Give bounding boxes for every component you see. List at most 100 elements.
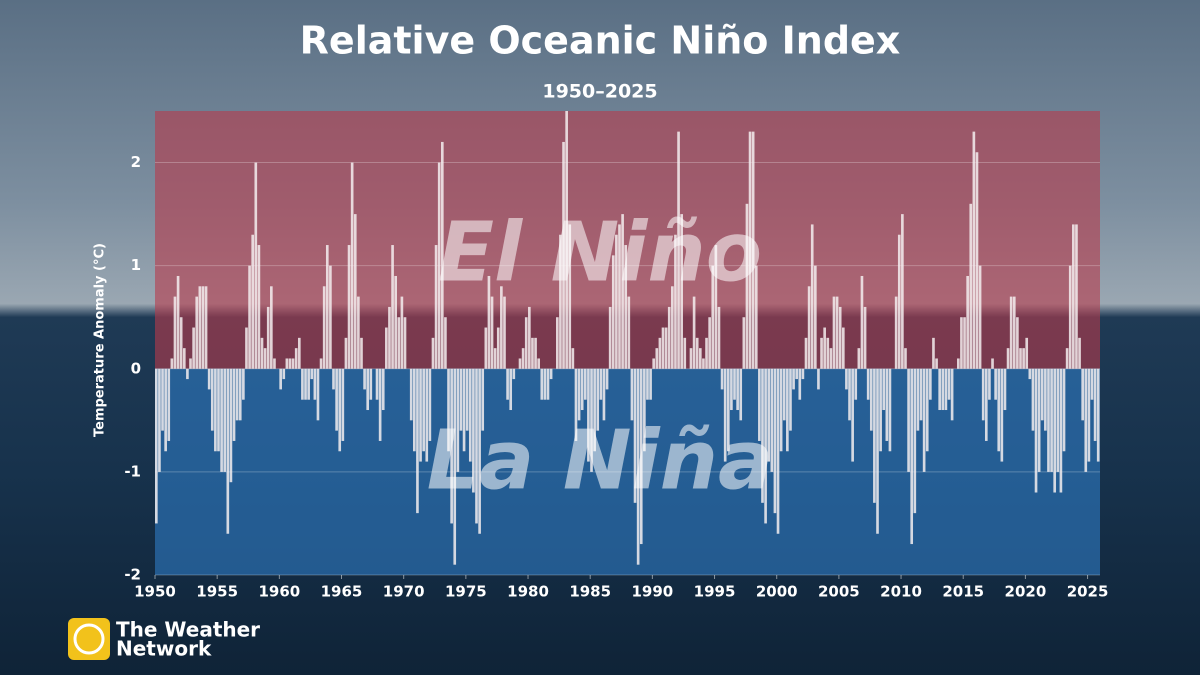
bar	[984, 368, 988, 441]
bar	[347, 245, 351, 369]
logo: The Weather Network	[68, 618, 260, 661]
bar	[639, 368, 643, 545]
bar	[341, 368, 345, 441]
bar	[288, 358, 292, 369]
bar	[577, 368, 581, 421]
bar	[524, 317, 528, 369]
bar	[381, 368, 385, 411]
bar	[826, 337, 830, 369]
bar	[232, 368, 236, 441]
bar	[192, 327, 195, 369]
bar	[838, 306, 842, 369]
bar	[546, 368, 550, 400]
bar	[490, 296, 494, 369]
bar	[229, 368, 233, 483]
bar	[711, 265, 715, 369]
bar	[913, 368, 917, 514]
bar	[1078, 337, 1081, 369]
bar	[1044, 368, 1047, 431]
bar	[988, 368, 991, 400]
bar	[624, 245, 628, 369]
bar	[254, 162, 258, 369]
bar	[664, 327, 668, 369]
bar	[468, 368, 472, 462]
bar	[263, 348, 267, 369]
bar	[810, 224, 814, 369]
bar	[714, 245, 718, 369]
bar	[717, 306, 721, 369]
bar	[857, 348, 861, 369]
bar	[807, 286, 811, 369]
x-tick-label: 2025	[1067, 583, 1109, 601]
bar	[1087, 368, 1091, 462]
bar	[689, 348, 693, 369]
bar	[869, 368, 873, 431]
bar	[972, 131, 976, 369]
bar	[403, 317, 407, 369]
bar	[667, 306, 671, 369]
bar	[671, 286, 674, 369]
bar	[528, 306, 531, 369]
bar	[360, 337, 363, 369]
bar	[456, 368, 460, 472]
bar	[1072, 224, 1075, 369]
bar	[978, 265, 982, 369]
bar	[739, 368, 743, 421]
bar	[652, 358, 656, 369]
bar	[565, 111, 568, 369]
bar	[416, 368, 419, 514]
x-tick-label: 2020	[1005, 583, 1047, 601]
y-tick-label: 2	[131, 153, 141, 171]
bar	[422, 368, 425, 452]
bar	[969, 203, 973, 369]
bar	[873, 368, 876, 503]
bar	[1056, 368, 1060, 472]
x-tick-label: 2005	[818, 583, 860, 601]
logo-text: Network	[116, 637, 212, 661]
bar	[776, 368, 780, 534]
bar	[176, 275, 180, 369]
bar	[798, 368, 802, 400]
bar	[207, 368, 211, 390]
bar	[170, 358, 174, 369]
bar	[960, 317, 963, 369]
bar	[301, 368, 304, 400]
x-tick-label: 1980	[507, 583, 549, 601]
bar	[1012, 296, 1016, 369]
bar	[475, 368, 478, 524]
bar	[226, 368, 230, 534]
bar	[817, 368, 820, 390]
x-tick-label: 1975	[445, 583, 487, 601]
bar	[702, 358, 705, 369]
bar	[409, 368, 413, 421]
bar	[242, 368, 245, 400]
bar	[472, 368, 475, 493]
bar	[1065, 348, 1069, 369]
bar	[444, 317, 447, 369]
y-axis-label: Temperature Anomaly (°C)	[93, 243, 108, 437]
bar	[431, 337, 435, 369]
bar	[587, 368, 590, 462]
bar	[804, 337, 808, 369]
bar	[217, 368, 220, 452]
bar	[860, 275, 864, 369]
bar	[493, 348, 497, 369]
bar	[975, 152, 979, 369]
bar	[325, 245, 329, 369]
bar	[397, 317, 401, 369]
bar	[630, 368, 634, 421]
bar	[155, 368, 158, 524]
bar	[590, 368, 593, 472]
bar	[1000, 368, 1004, 462]
bar	[353, 214, 357, 369]
bar	[863, 306, 867, 369]
bar	[658, 337, 662, 369]
bar	[419, 368, 422, 462]
bar	[257, 245, 261, 369]
bar	[922, 368, 926, 472]
bar	[661, 327, 665, 369]
bar	[876, 368, 879, 534]
bar	[596, 368, 600, 431]
bar	[329, 265, 332, 369]
bar	[773, 368, 777, 514]
